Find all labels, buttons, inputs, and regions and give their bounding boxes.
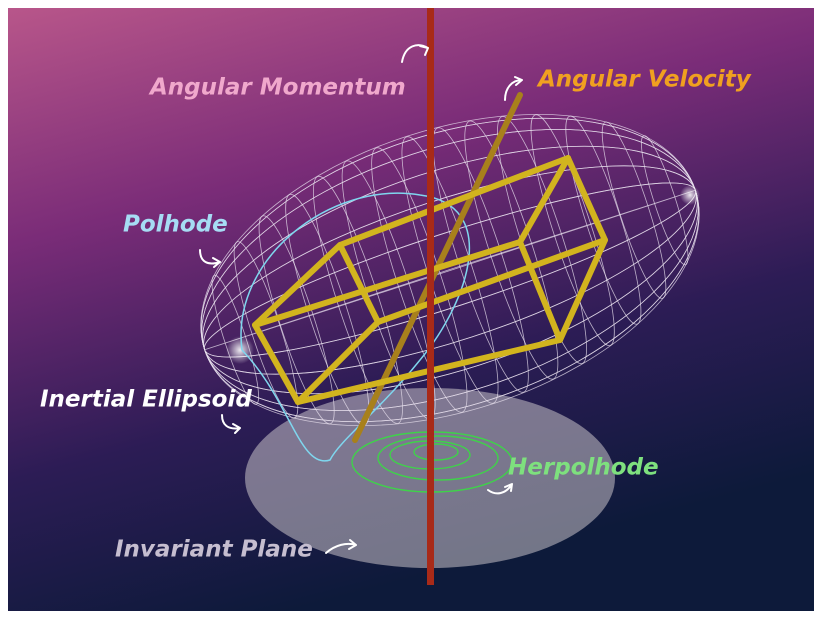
polhode-curve: [240, 192, 470, 462]
mesh-line: [233, 241, 299, 419]
herpolhode-label: Herpolhode: [508, 455, 659, 481]
mesh-line: [641, 135, 689, 266]
highlight: [226, 336, 254, 364]
mesh-line: [258, 215, 335, 425]
arrows: [199, 44, 523, 554]
box-frame: [252, 155, 608, 405]
angular-velocity-label: Angular Velocity: [536, 67, 752, 93]
mesh-line: [464, 120, 559, 380]
mesh-line: [211, 274, 259, 405]
invariant-plane-label: Invariant Plane: [115, 537, 313, 563]
inertial-ellipsoid-mesh: [200, 113, 700, 427]
angular-momentum-rod: [427, 8, 434, 585]
mesh-line: [313, 175, 403, 424]
mesh-line: [530, 114, 615, 346]
angular-momentum-label: Angular Momentum: [148, 75, 406, 101]
mesh-line: [601, 121, 667, 299]
highlight: [680, 185, 700, 205]
polhode-label: Polhode: [123, 212, 228, 238]
mesh-line: [565, 115, 642, 325]
mesh-line: [371, 147, 468, 413]
inertial-ellipsoid-label: Inertial Ellipsoid: [40, 387, 252, 413]
